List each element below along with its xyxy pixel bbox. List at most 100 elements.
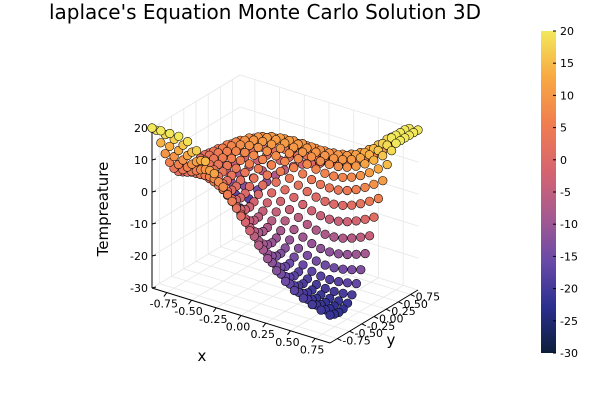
grid-line	[151, 202, 241, 257]
data-point	[356, 232, 366, 242]
data-point	[280, 185, 290, 195]
z-tick-label: -10	[130, 218, 148, 231]
colorbar-tick-label: 15	[560, 57, 574, 70]
data-point	[253, 189, 263, 199]
data-point	[360, 159, 370, 169]
y-axis-label: y	[387, 331, 396, 349]
x-tick-mark	[163, 292, 168, 297]
data-point	[369, 212, 379, 222]
data-point	[284, 148, 294, 158]
data-point	[329, 171, 339, 181]
colorbar-tick-label: -5	[560, 186, 571, 199]
x-tick-label: -0.50	[174, 305, 202, 318]
z-tick-label: -30	[130, 282, 148, 295]
data-point	[307, 206, 317, 216]
data-point	[249, 150, 259, 160]
data-point	[227, 153, 237, 163]
data-point	[240, 147, 250, 158]
y-tick-label: 0.50	[403, 298, 428, 311]
x-tick-mark	[188, 299, 192, 305]
data-point	[316, 271, 326, 281]
data-point	[293, 180, 303, 190]
data-point	[222, 161, 232, 171]
data-point	[263, 254, 273, 264]
x-axis-label: x	[198, 347, 207, 365]
data-point	[311, 164, 321, 174]
data-point	[160, 149, 170, 159]
data-point	[311, 192, 321, 202]
data-point	[289, 224, 299, 235]
colorbar-tick-label: 5	[560, 122, 567, 135]
x-tick-mark	[237, 315, 242, 320]
data-point	[254, 240, 264, 250]
data-point	[382, 160, 392, 170]
x-tick-mark	[311, 338, 316, 343]
data-point	[356, 199, 366, 209]
data-point	[302, 250, 312, 260]
data-point	[320, 168, 330, 178]
data-point	[275, 143, 285, 153]
x-tick-mark	[212, 307, 217, 313]
data-point	[218, 182, 228, 192]
z-tick-label: 20	[134, 122, 148, 135]
data-point	[360, 214, 370, 224]
data-point	[147, 123, 157, 133]
data-point	[356, 265, 366, 275]
x-tick-label: 0.25	[250, 328, 275, 341]
data-point	[244, 159, 254, 169]
data-point	[262, 146, 272, 156]
data-point	[364, 196, 375, 206]
colorbar-ticks: 20 15 10 5 0 -5 -10 -15 -20 -25 -30	[553, 25, 578, 360]
colorbar-tick-label: -30	[560, 347, 578, 360]
data-point	[324, 159, 334, 169]
data-point	[320, 283, 330, 294]
data-point	[342, 185, 352, 196]
data-point	[351, 249, 361, 259]
x-tick-mark	[287, 330, 291, 336]
data-point	[156, 126, 166, 136]
data-point	[346, 155, 357, 165]
colorbar-tick-label: -10	[560, 218, 578, 231]
y-tick-mark	[361, 323, 367, 327]
z-tick-label: 0	[141, 186, 148, 199]
data-point	[351, 279, 361, 289]
data-point	[338, 264, 348, 274]
data-point	[378, 176, 388, 186]
data-point	[267, 188, 277, 198]
data-point	[355, 171, 366, 181]
y-tick-mark	[398, 301, 403, 305]
data-point	[338, 172, 348, 182]
data-point	[298, 260, 308, 270]
grid-line	[151, 234, 241, 289]
data-point	[276, 226, 286, 236]
data-point	[302, 159, 312, 169]
y-tick-label: -0.50	[355, 327, 383, 340]
grid-line	[151, 74, 241, 129]
data-point	[200, 156, 210, 166]
data-point	[315, 179, 326, 189]
data-point	[223, 190, 233, 200]
data-point	[316, 305, 326, 315]
data-point	[258, 154, 268, 165]
y-tick-label: 0.00	[379, 313, 404, 326]
data-point	[347, 233, 357, 243]
colorbar-tick-label: -15	[560, 250, 578, 263]
grid-line	[314, 285, 404, 339]
y-tick-label: 0.25	[391, 305, 416, 318]
x-tick-label: 0.50	[275, 336, 300, 349]
x-tick-label: -0.25	[199, 313, 227, 326]
y-tick-mark	[410, 293, 415, 297]
data-point	[169, 152, 179, 162]
data-point	[267, 160, 277, 170]
data-point	[298, 232, 308, 242]
y-tick-mark	[385, 308, 391, 312]
axis-grid	[151, 74, 419, 339]
data-point	[289, 285, 299, 296]
data-point	[311, 225, 321, 235]
data-point	[307, 266, 317, 276]
grid-line	[239, 74, 419, 131]
data-point	[360, 249, 370, 259]
data-point	[280, 216, 290, 226]
data-point	[320, 260, 330, 270]
data-point	[244, 140, 254, 151]
